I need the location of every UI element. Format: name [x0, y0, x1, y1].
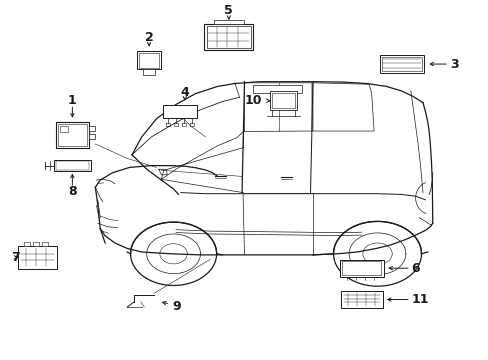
- Bar: [269, 91, 297, 110]
- Text: 10: 10: [244, 94, 261, 107]
- Bar: [137, 51, 161, 69]
- Bar: [58, 124, 86, 146]
- Bar: [206, 26, 250, 48]
- Bar: [89, 134, 95, 139]
- Bar: [272, 93, 294, 108]
- Bar: [339, 260, 383, 277]
- Bar: [33, 242, 39, 246]
- Bar: [89, 126, 95, 131]
- Bar: [163, 105, 197, 118]
- Bar: [54, 160, 91, 171]
- Bar: [42, 242, 48, 246]
- Bar: [18, 246, 57, 269]
- Bar: [24, 242, 30, 246]
- Bar: [143, 69, 155, 75]
- Text: 7: 7: [11, 251, 20, 264]
- Bar: [55, 161, 89, 170]
- Text: 1: 1: [68, 94, 77, 107]
- Text: 5: 5: [224, 4, 233, 17]
- Bar: [204, 24, 253, 50]
- Text: 4: 4: [180, 86, 189, 99]
- Text: 3: 3: [449, 58, 458, 71]
- Bar: [56, 122, 89, 148]
- Text: 9: 9: [172, 300, 181, 313]
- Bar: [342, 261, 381, 275]
- Text: 8: 8: [68, 185, 77, 198]
- Bar: [341, 292, 382, 307]
- Text: 6: 6: [411, 262, 420, 275]
- Bar: [60, 126, 68, 132]
- Bar: [214, 20, 243, 24]
- Bar: [253, 85, 302, 93]
- Bar: [381, 57, 421, 71]
- Text: 11: 11: [411, 293, 428, 306]
- Bar: [139, 53, 159, 68]
- Bar: [379, 55, 423, 73]
- Text: 2: 2: [144, 31, 153, 44]
